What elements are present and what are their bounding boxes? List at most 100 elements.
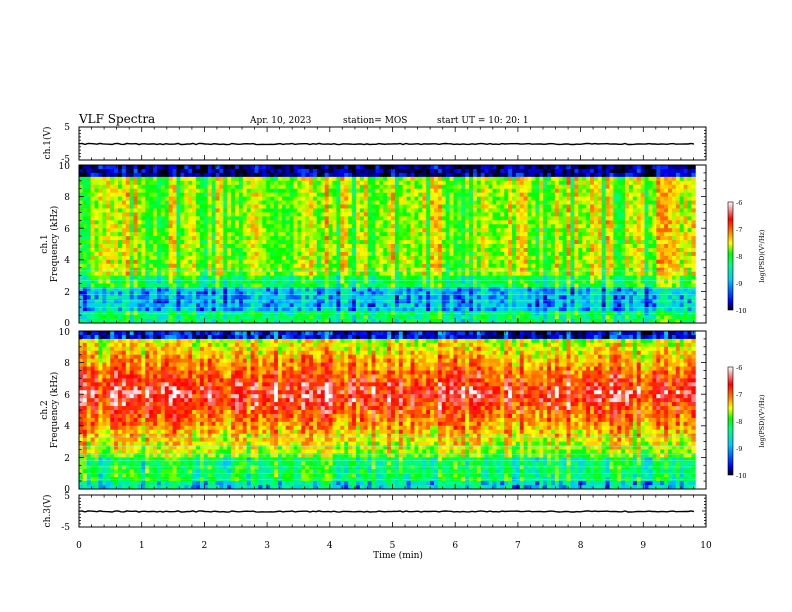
spectrogram-cell bbox=[184, 172, 189, 178]
spectrogram-cell bbox=[250, 236, 255, 241]
spectrogram-cell bbox=[371, 295, 376, 300]
spectrogram-cell bbox=[231, 295, 236, 300]
spectrogram-cell bbox=[519, 188, 525, 194]
spectrogram-cell bbox=[250, 263, 255, 269]
spectrogram-cell bbox=[86, 168, 92, 174]
spectrogram-cell bbox=[254, 168, 259, 174]
spectrogram-cell bbox=[457, 236, 462, 241]
spectrogram-cell bbox=[355, 319, 361, 324]
spectrogram-cell bbox=[223, 204, 228, 209]
spectrogram-cell bbox=[480, 228, 486, 233]
spectrogram-cell bbox=[344, 279, 349, 284]
spectrogram-cell bbox=[176, 299, 181, 304]
spectrogram-cell bbox=[504, 307, 509, 312]
spectrogram-cell bbox=[223, 184, 228, 190]
spectrogram-cell bbox=[328, 283, 333, 288]
spectrogram-cell bbox=[316, 212, 322, 217]
spectrogram-cell bbox=[98, 271, 103, 276]
spectrogram-cell bbox=[184, 291, 189, 296]
spectrogram-cell bbox=[293, 204, 298, 209]
spectrogram-cell bbox=[371, 192, 376, 197]
spectrogram-cell bbox=[274, 315, 279, 320]
spectrogram-cell bbox=[196, 220, 201, 225]
figure-title: VLF Spectra bbox=[78, 112, 155, 126]
spectrogram-cell bbox=[547, 291, 552, 296]
spectrogram-cell bbox=[387, 287, 392, 292]
spectrogram-cell bbox=[254, 180, 259, 186]
spectrogram-cell bbox=[192, 240, 197, 245]
spectrogram-cell bbox=[309, 303, 314, 308]
spectrogram-cell bbox=[554, 180, 560, 186]
spectrogram-cell bbox=[539, 271, 544, 276]
spectrogram-cell bbox=[383, 176, 388, 182]
spectrogram-cell bbox=[379, 232, 384, 237]
spectrogram-cell bbox=[172, 220, 177, 225]
spectrogram-cell bbox=[336, 279, 341, 284]
spectrogram-cell bbox=[465, 224, 470, 229]
spectrogram-cell bbox=[133, 259, 138, 265]
spectrogram-cell bbox=[531, 267, 536, 273]
spectrogram-cell bbox=[219, 251, 224, 257]
spectrogram-cell bbox=[281, 291, 287, 296]
spectrogram-cell bbox=[258, 204, 263, 209]
spectrogram-cell bbox=[125, 184, 131, 190]
spectrogram-cell bbox=[188, 204, 193, 209]
spectrogram-cell bbox=[391, 188, 396, 194]
spectrogram-cell bbox=[207, 172, 213, 178]
spectrogram-cell bbox=[328, 192, 333, 197]
spectrogram-cell bbox=[406, 188, 411, 194]
spectrogram-cell bbox=[363, 271, 369, 276]
spectrogram-cell bbox=[406, 240, 411, 245]
spectrogram-cell bbox=[118, 307, 123, 312]
spectrogram-cell bbox=[176, 192, 181, 197]
spectrogram-cell bbox=[328, 200, 333, 205]
spectrogram-cell bbox=[188, 184, 193, 190]
spectrogram-cell bbox=[445, 247, 450, 253]
spectrogram-cell bbox=[410, 180, 415, 186]
spectrogram-cell bbox=[332, 259, 337, 265]
spectrogram-cell bbox=[313, 319, 318, 324]
spectrogram-cell bbox=[504, 247, 509, 253]
spectrogram-cell bbox=[371, 220, 376, 225]
spectrogram-cell bbox=[504, 196, 509, 201]
spectrogram-cell bbox=[422, 168, 427, 174]
spectrogram-cell bbox=[324, 275, 330, 280]
spectrogram-cell bbox=[492, 315, 497, 320]
spectrogram-cell bbox=[363, 188, 369, 194]
spectrogram-cell bbox=[430, 271, 435, 276]
spectrogram-cell bbox=[98, 283, 103, 288]
spectrogram-cell bbox=[558, 228, 564, 233]
spectrogram-cell bbox=[153, 299, 158, 304]
spectrogram-cell bbox=[441, 259, 447, 265]
spectrogram-cell bbox=[336, 208, 341, 213]
spectrogram-cell bbox=[367, 259, 372, 265]
spectrogram-cell bbox=[305, 275, 310, 280]
spectrogram-cell bbox=[274, 216, 279, 221]
spectrogram-cell bbox=[480, 188, 486, 194]
spectrogram-cell bbox=[219, 172, 224, 178]
spectrogram-cell bbox=[94, 236, 99, 241]
spectrogram-cell bbox=[465, 220, 470, 225]
spectrogram-cell bbox=[153, 263, 158, 269]
spectrogram-cell bbox=[90, 315, 95, 320]
spectrogram-cell bbox=[277, 168, 283, 174]
spectrogram-cell bbox=[344, 299, 349, 304]
spectrogram-cell bbox=[437, 279, 443, 284]
spectrogram-cell bbox=[281, 172, 287, 178]
spectrogram-cell bbox=[465, 188, 470, 194]
spectrogram-cell bbox=[270, 251, 275, 257]
spectrogram-cell bbox=[118, 216, 123, 221]
spectrogram-cell bbox=[86, 275, 92, 280]
spectrogram-cell bbox=[445, 244, 450, 249]
spectrogram-cell bbox=[328, 165, 333, 170]
spectrogram-cell bbox=[238, 291, 244, 296]
spectrogram-cell bbox=[531, 275, 536, 280]
spectrogram-cell bbox=[149, 259, 154, 265]
spectrogram-cell bbox=[535, 287, 540, 292]
spectrogram-cell bbox=[562, 200, 568, 205]
spectrogram-cell bbox=[250, 240, 255, 245]
spectrogram-cell bbox=[207, 196, 213, 201]
spectrogram-cell bbox=[371, 291, 376, 296]
spectrogram-cell bbox=[293, 287, 298, 292]
spectrogram-cell bbox=[558, 247, 564, 253]
